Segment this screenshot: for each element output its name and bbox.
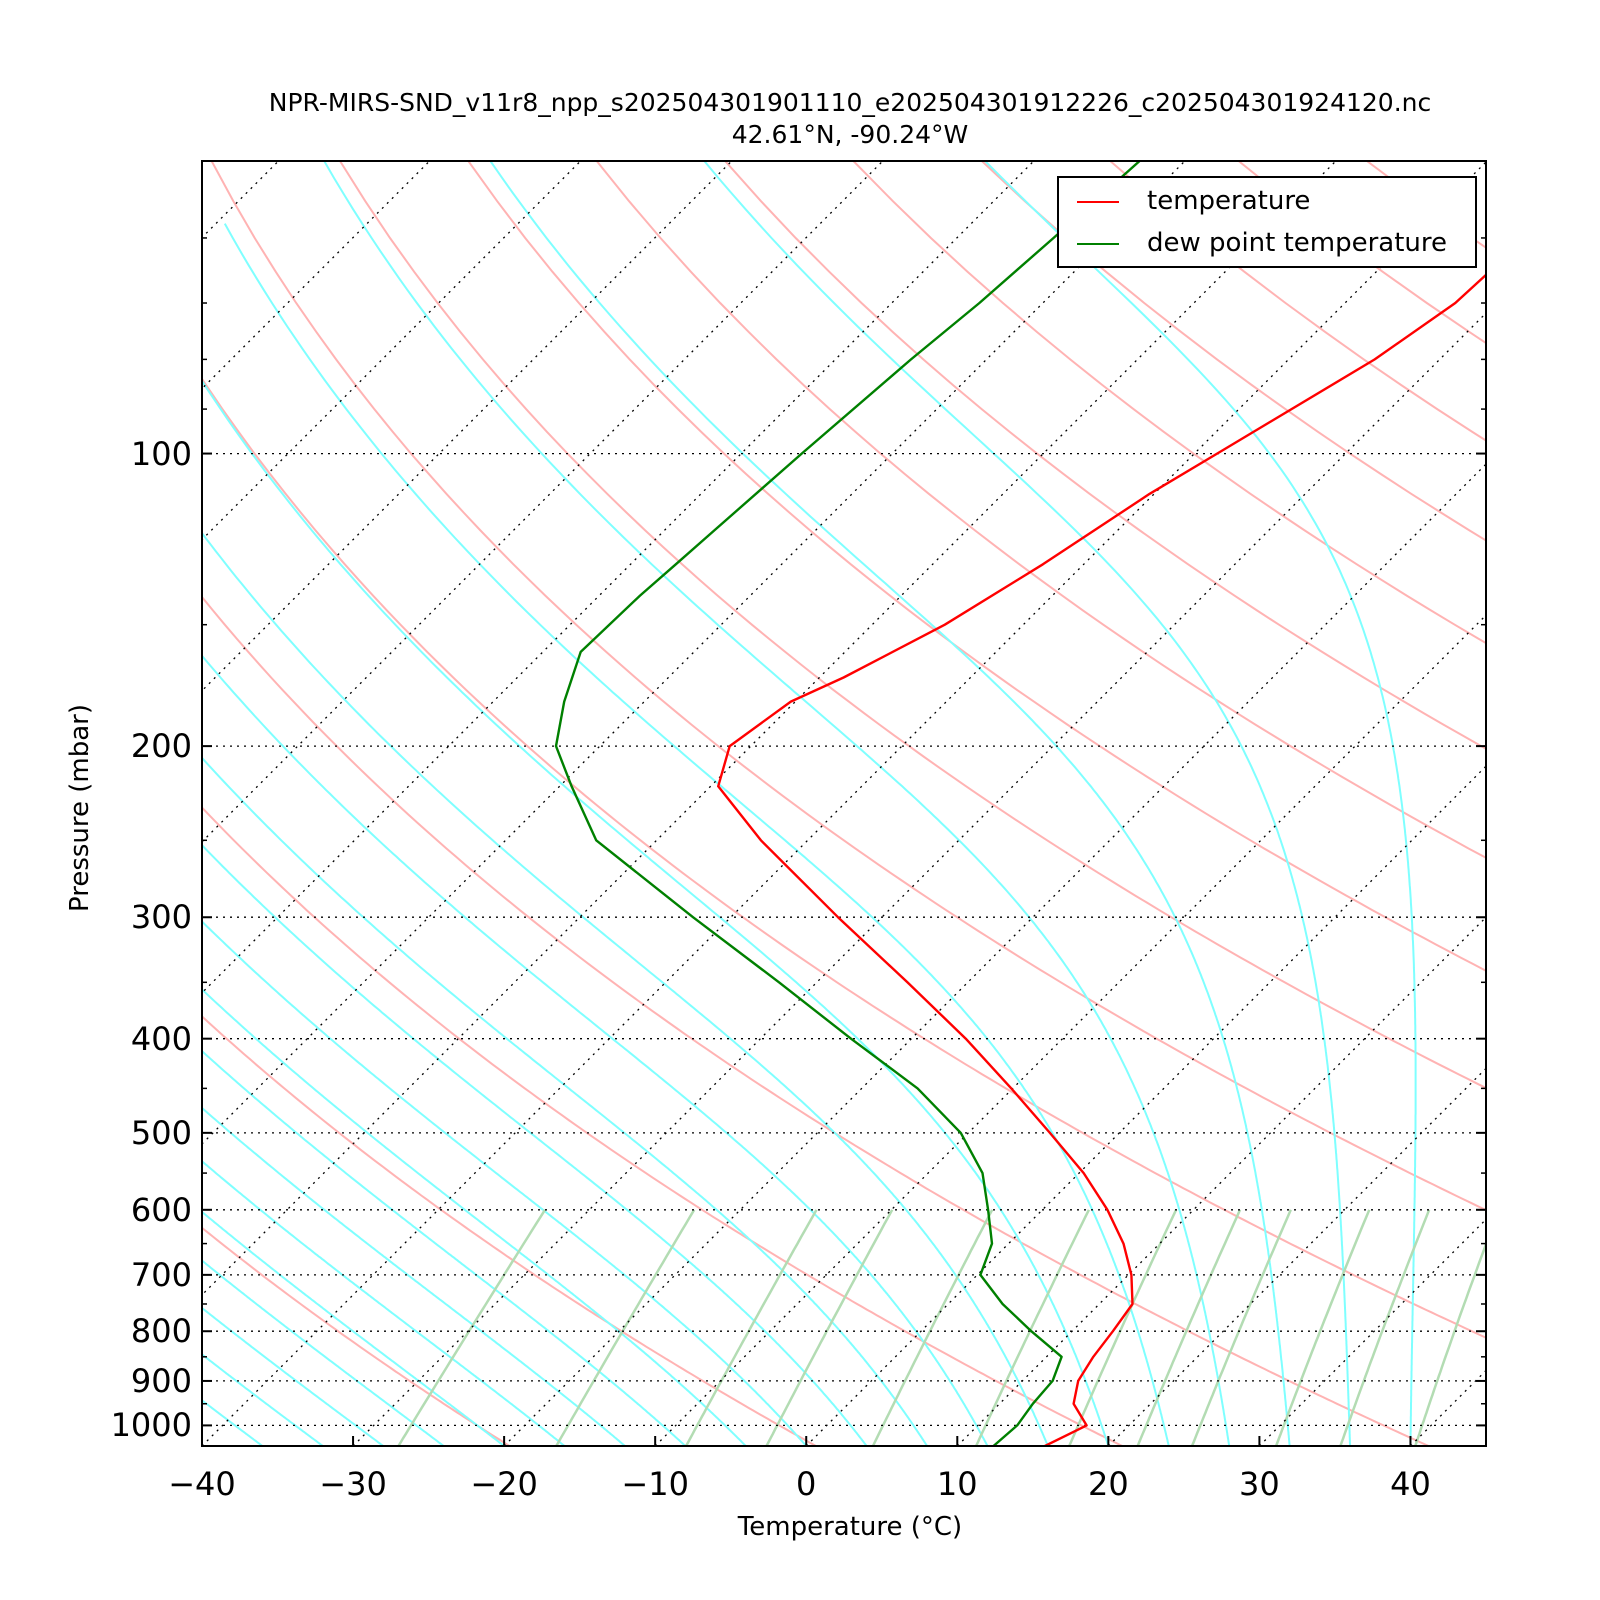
x-tick-label: −30: [319, 1465, 387, 1503]
y-tick-label: 200: [130, 727, 192, 766]
y-tick-label: 300: [130, 898, 192, 937]
isotherm-gridline: [202, 161, 1486, 1446]
mixing-ratio-line: [765, 1209, 894, 1446]
y-axis-label: Pressure (mbar): [65, 703, 95, 913]
x-tick-label: −40: [168, 1465, 236, 1503]
dry-adiabat-line: [852, 161, 1486, 645]
x-tick-label: −20: [470, 1465, 538, 1503]
mixing-ratio-line: [1274, 1209, 1371, 1446]
legend-label-temperature: temperature: [1147, 186, 1311, 216]
mixing-ratio-line: [1190, 1209, 1292, 1446]
dry-adiabat-line: [202, 1226, 511, 1446]
moist-adiabat-line: [202, 756, 928, 1446]
legend: temperature dew point temperature: [1057, 176, 1477, 268]
moist-adiabat-line: [202, 1259, 445, 1446]
isotherm-gridline: [202, 161, 884, 843]
mixing-ratio-line: [555, 1209, 696, 1446]
isotherm-gridline: [352, 312, 1486, 1446]
dry-adiabat-line: [981, 161, 1486, 542]
dry-adiabat-line: [339, 161, 1486, 1090]
y-tick-label: 100: [130, 434, 192, 473]
isotherm-gridline: [1410, 1369, 1486, 1446]
moist-adiabat-line: [202, 1159, 566, 1446]
chart-title: NPR-MIRS-SND_v11r8_npp_s202504301901110_…: [268, 88, 1432, 117]
isotherm-gridline: [0, 161, 128, 1446]
y-tick-label: 600: [130, 1190, 192, 1229]
isotherm-gridline: [1107, 1067, 1486, 1446]
dry-adiabat-line: [595, 161, 1486, 859]
mixing-ratio-line: [685, 1209, 818, 1446]
moist-adiabat-line: [202, 654, 989, 1446]
dry-adiabat-line: [202, 377, 1486, 1339]
y-tick-label: 400: [130, 1019, 192, 1058]
moist-adiabat-line: [202, 843, 868, 1446]
y-tick-label: 500: [130, 1113, 192, 1152]
moist-adiabat-line: [223, 223, 1170, 1446]
x-tick-label: 40: [1390, 1465, 1431, 1503]
mixing-ratio-line: [1414, 1240, 1486, 1446]
moist-adiabat-line: [323, 161, 1231, 1446]
dew-point-line: [554, 161, 1141, 1446]
moist-adiabat-line: [202, 988, 747, 1446]
isotherm-gridline: [202, 161, 1186, 1145]
dry-adiabat-line: [210, 161, 1486, 1212]
x-tick-label: 0: [796, 1465, 817, 1503]
mixing-ratio-line: [1339, 1209, 1431, 1446]
isotherm-gridline: [503, 463, 1486, 1446]
mixing-ratio-line: [1136, 1209, 1242, 1446]
dry-adiabat-line: [202, 595, 1430, 1446]
moist-adiabat-line: [202, 1306, 384, 1446]
mixing-ratio-line: [1068, 1209, 1178, 1446]
moist-adiabat-line: [202, 1210, 505, 1446]
dry-adiabat-line: [202, 1015, 817, 1446]
x-axis-label: Temperature (°C): [737, 1512, 963, 1542]
dry-adiabat-line: [202, 806, 1123, 1446]
isotherm-gridline: [654, 614, 1486, 1446]
isotherm-gridline: [202, 161, 733, 692]
dry-adiabat-line: [467, 161, 1486, 972]
isotherm-gridline: [1258, 1218, 1486, 1446]
dry-adiabat-line: [724, 161, 1486, 750]
isotherm-gridline: [202, 161, 279, 239]
isotherm-gridline: [956, 916, 1486, 1446]
legend-swatch-temperature: [1077, 201, 1119, 203]
legend-item-temperature: temperature: [1059, 182, 1475, 222]
moist-adiabat-line: [489, 161, 1291, 1446]
mixing-ratio-line: [871, 1209, 994, 1446]
moist-adiabat-line: [202, 920, 807, 1446]
moist-adiabat-line: [202, 531, 1049, 1446]
y-tick-label: 1000: [110, 1406, 192, 1445]
plot-frame: [201, 160, 1487, 1447]
y-tick-label: 900: [130, 1361, 192, 1400]
y-tick-label: 700: [130, 1255, 192, 1294]
mixing-ratio-line: [974, 1209, 1091, 1446]
isotherm-gridline: [202, 161, 1337, 1296]
x-tick-label: 10: [936, 1465, 978, 1503]
x-tick-label: 30: [1239, 1465, 1280, 1503]
moist-adiabat-line: [984, 161, 1417, 1446]
temperature-line: [717, 273, 1486, 1446]
isotherm-gridline: [1562, 161, 1600, 1446]
x-tick-label: −10: [621, 1465, 689, 1503]
legend-swatch-dew-point: [1077, 243, 1119, 245]
legend-item-dew-point: dew point temperature: [1059, 224, 1475, 264]
mixing-ratio-line: [397, 1209, 547, 1446]
chart-subtitle: 42.61°N, -90.24°W: [731, 120, 969, 149]
dry-adiabat-line: [1237, 161, 1486, 345]
moist-adiabat-line: [202, 1353, 324, 1446]
isotherm-gridline: [805, 765, 1486, 1446]
x-tick-label: 20: [1087, 1465, 1129, 1503]
y-tick-label: 800: [130, 1312, 192, 1351]
moist-adiabat-line: [703, 161, 1351, 1446]
legend-label-dew-point: dew point temperature: [1147, 228, 1448, 258]
